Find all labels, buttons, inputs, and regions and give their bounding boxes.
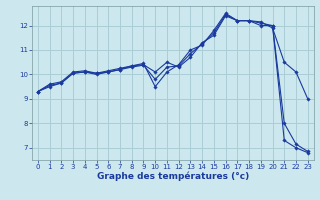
X-axis label: Graphe des températures (°c): Graphe des températures (°c)	[97, 172, 249, 181]
